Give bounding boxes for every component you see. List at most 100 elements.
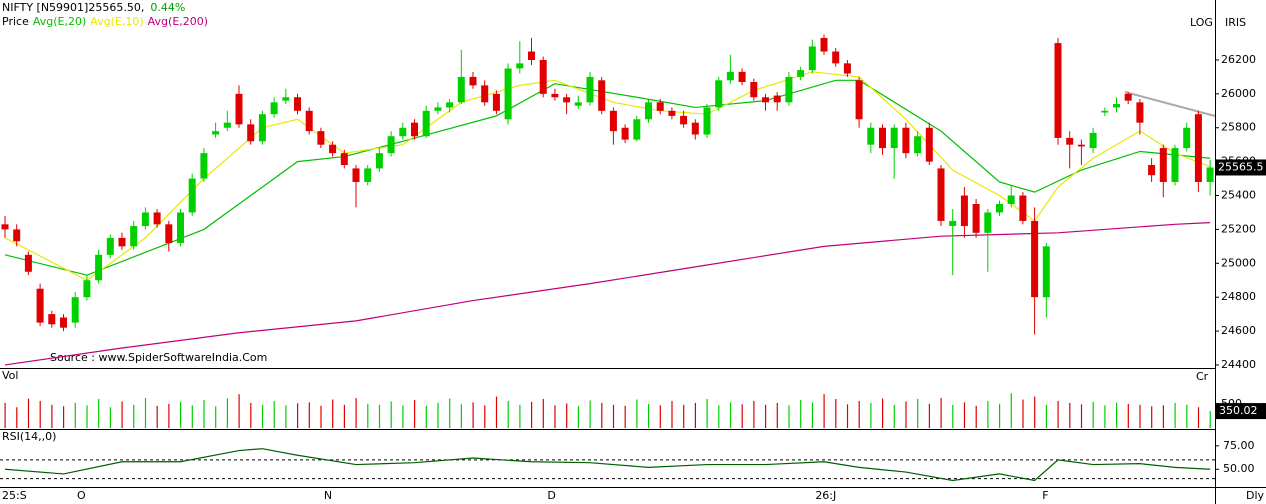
volume-bar xyxy=(425,405,427,428)
volume-bar xyxy=(1127,403,1129,428)
volume-bar xyxy=(963,402,966,428)
volume-bar xyxy=(1186,404,1188,428)
candle-body xyxy=(972,203,980,233)
volume-bar xyxy=(308,402,310,428)
volume-bar xyxy=(4,402,6,428)
candle-body xyxy=(855,80,863,120)
volume-bar xyxy=(63,406,65,428)
volume-bar xyxy=(765,404,767,428)
x-tick-label: F xyxy=(1042,489,1048,502)
candle-body xyxy=(352,168,360,182)
volume-bar xyxy=(601,402,603,428)
volume-bar xyxy=(882,398,884,428)
volume-bar xyxy=(86,405,88,428)
candle-body xyxy=(177,212,184,243)
candle-body xyxy=(1159,148,1167,182)
volume-bar xyxy=(1116,402,1118,428)
y-tick-label: 25800 xyxy=(1221,121,1256,134)
volume-bar xyxy=(1197,407,1200,428)
volume-bar xyxy=(109,407,111,428)
candle-body xyxy=(879,127,886,149)
rsi-label: RSI(14,,0) xyxy=(2,430,56,443)
candle-body xyxy=(446,102,454,108)
candle-body xyxy=(247,124,255,142)
candle-body xyxy=(165,224,173,243)
candle-body xyxy=(340,153,348,166)
volume-bar xyxy=(905,401,907,428)
candle-body xyxy=(481,85,489,103)
volume-bar xyxy=(390,401,392,428)
volume-bar xyxy=(823,394,825,428)
volume-bar xyxy=(402,405,404,428)
volume-bar xyxy=(250,402,252,428)
volume-last: 350.02 xyxy=(1219,404,1258,417)
candle-body xyxy=(645,102,652,120)
volume-bar xyxy=(987,400,989,428)
candle-body xyxy=(13,229,21,242)
candle-body xyxy=(1077,144,1085,147)
candle-body xyxy=(750,82,758,98)
volume-bar xyxy=(1057,400,1059,428)
y-tick-label: 24400 xyxy=(1221,358,1256,371)
volume-bar xyxy=(1151,406,1153,428)
candle-body xyxy=(703,107,711,135)
candle-body xyxy=(60,317,67,328)
candle-body xyxy=(118,237,126,247)
volume-bar xyxy=(718,405,720,428)
volume-bar xyxy=(472,402,474,428)
y-tick-label: 25000 xyxy=(1221,256,1256,269)
candle-body xyxy=(1031,220,1039,298)
candle-body xyxy=(691,122,699,135)
y-tick-label: 25400 xyxy=(1221,189,1256,202)
volume-bar xyxy=(858,400,860,428)
volume-bar xyxy=(320,405,322,428)
volume-bar xyxy=(1022,399,1024,428)
candle-body xyxy=(24,254,32,272)
change: 0.44% xyxy=(150,1,185,14)
volume-bar xyxy=(811,402,813,428)
candle-body xyxy=(949,220,957,227)
candle-body xyxy=(1183,127,1191,149)
candle-body xyxy=(1042,246,1050,298)
volume-bar xyxy=(168,403,170,428)
volume-bar xyxy=(835,399,837,428)
candle-body xyxy=(1113,104,1120,108)
candle-body xyxy=(563,97,571,103)
volume-bar xyxy=(133,404,135,428)
candle-body xyxy=(832,51,840,64)
candle-body xyxy=(411,122,418,137)
volume-bar xyxy=(928,403,930,428)
volume-bar xyxy=(98,399,100,428)
volume-bar xyxy=(507,400,509,428)
x-tick-label: 25:S xyxy=(2,489,27,502)
legend-entry: Avg(E,10) xyxy=(90,15,143,28)
candle-body xyxy=(1089,132,1097,149)
volume-bar xyxy=(706,399,708,428)
candle-body xyxy=(1054,43,1062,138)
provider: IRIS xyxy=(1225,16,1246,29)
candle-body xyxy=(621,127,629,140)
volume-bar xyxy=(144,398,147,428)
volume-bar xyxy=(519,404,521,428)
candle-body xyxy=(1124,93,1132,101)
volume-bar xyxy=(332,399,334,428)
candle-body xyxy=(504,68,512,120)
candle-body xyxy=(808,46,816,71)
legend-entry: Avg(E,20) xyxy=(33,15,86,28)
volume-bar xyxy=(999,403,1001,428)
candle-body xyxy=(551,93,559,98)
volume-bar xyxy=(893,404,895,428)
candle-body xyxy=(902,127,910,154)
candle-body xyxy=(434,107,442,111)
candle-body xyxy=(925,127,933,162)
candle-body xyxy=(843,63,851,74)
volume-bar xyxy=(180,401,182,428)
volume-bar xyxy=(648,403,650,428)
y-tick-label: 25200 xyxy=(1221,222,1256,235)
volume-bar xyxy=(460,404,462,428)
volume-bar xyxy=(285,405,287,428)
volume-bar xyxy=(1045,404,1047,428)
volume-bar xyxy=(297,403,299,428)
candle-body xyxy=(375,153,383,169)
